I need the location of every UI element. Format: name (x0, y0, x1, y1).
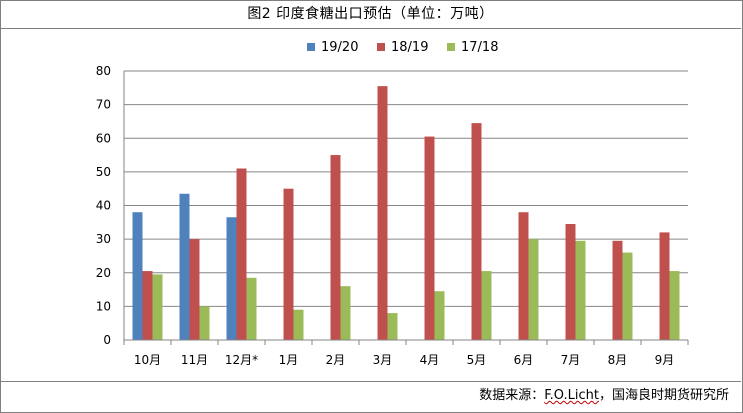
bars (132, 86, 680, 341)
title-divider (0, 28, 741, 29)
legend-swatch (447, 43, 455, 51)
y-tick-label: 30 (96, 232, 111, 246)
x-tick-label: 5月 (467, 353, 487, 367)
legend: 19/20 18/19 17/18 (307, 40, 498, 55)
x-tick-label: 6月 (514, 353, 534, 367)
y-tick-label: 10 (96, 299, 111, 313)
legend-label: 18/19 (391, 40, 428, 55)
y-tick-label: 60 (96, 131, 111, 145)
legend-label: 19/20 (321, 40, 358, 55)
bar-17-18 (340, 286, 351, 340)
bar-17-18 (669, 271, 680, 340)
source-divider (0, 381, 741, 382)
source-publisher: F.O.Licht (544, 388, 599, 403)
bar-18-19 (330, 155, 341, 340)
y-tick-label: 20 (96, 266, 111, 280)
x-tick-label: 12月* (225, 353, 258, 367)
bar-19-20 (132, 212, 143, 340)
x-tick-label: 4月 (420, 353, 440, 367)
bar-17-18 (246, 277, 257, 340)
source-note: 数据来源：F.O.Licht，国海良时期货研究所 (479, 384, 729, 408)
bar-18-19 (565, 223, 576, 340)
x-tick-label: 8月 (608, 353, 628, 367)
bar-18-19 (142, 271, 153, 340)
grid-lines (124, 70, 688, 341)
y-tick-label: 0 (103, 333, 111, 347)
x-tick-label: 10月 (134, 353, 161, 367)
bar-18-19 (518, 212, 529, 340)
bar-17-18 (152, 274, 163, 340)
bar-17-18 (575, 240, 586, 340)
bar-17-18 (622, 252, 633, 340)
bar-17-18 (434, 291, 445, 340)
bar-18-19 (424, 136, 435, 340)
bar-18-19 (659, 232, 670, 340)
axes: 0 10 20 30 40 50 60 70 80 10月 11月 12月* 1月 2月 3月 4月 5月 6月 7… (96, 64, 689, 367)
bar-19-20 (226, 217, 237, 340)
bar-18-19 (283, 188, 294, 340)
bar-17-18 (199, 306, 210, 340)
bar-chart: 0 10 20 30 40 50 60 70 80 10月 11月 12月* 1月 2月 3月 4月 5月 6月 7… (96, 40, 689, 367)
x-tick-label: 1月 (279, 353, 299, 367)
x-tick-label: 3月 (373, 353, 393, 367)
bar-18-19 (236, 168, 247, 340)
bar-17-18 (293, 309, 304, 340)
source-suffix: ，国海良时期货研究所 (598, 388, 729, 403)
bar-18-19 (471, 123, 482, 341)
legend-swatch (377, 43, 385, 51)
bar-19-20 (179, 193, 190, 340)
bar-17-18 (387, 313, 398, 340)
legend-label: 17/18 (461, 40, 498, 55)
y-tick-label: 40 (96, 199, 111, 213)
bar-17-18 (528, 239, 539, 340)
chart-title: 图2 印度食糖出口预估（单位：万吨） (247, 6, 494, 22)
bar-18-19 (377, 86, 388, 340)
x-tick-label: 2月 (326, 353, 346, 367)
legend-swatch (307, 43, 315, 51)
x-tick-label: 7月 (561, 353, 581, 367)
y-tick-label: 80 (96, 64, 111, 78)
bar-18-19 (612, 240, 623, 340)
x-tick-label: 9月 (655, 353, 675, 367)
y-tick-label: 70 (96, 98, 111, 112)
x-tick-label: 11月 (181, 353, 208, 367)
bar-18-19 (189, 239, 200, 340)
source-prefix: 数据来源： (479, 388, 545, 403)
y-tick-label: 50 (96, 165, 111, 179)
bar-17-18 (481, 271, 492, 340)
